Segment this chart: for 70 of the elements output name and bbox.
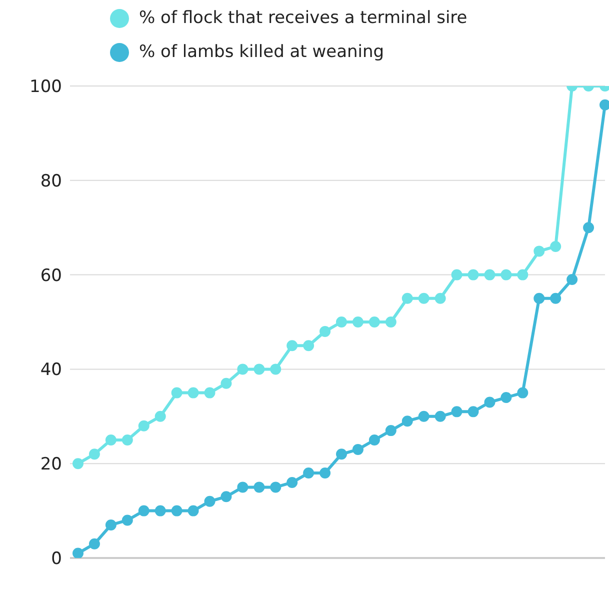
y-tick-label: 20 xyxy=(40,454,62,475)
point xyxy=(303,468,314,479)
point xyxy=(434,292,446,304)
point xyxy=(188,505,199,516)
point xyxy=(550,292,562,304)
point xyxy=(72,548,84,558)
point xyxy=(402,416,413,427)
point xyxy=(220,378,232,389)
point xyxy=(402,292,413,304)
point xyxy=(500,269,512,280)
point xyxy=(385,316,396,328)
point xyxy=(270,364,282,375)
point xyxy=(237,482,248,493)
point xyxy=(138,420,150,432)
legend-label: % of lambs killed at weaning xyxy=(139,42,384,62)
y-tick-label: 60 xyxy=(40,266,62,286)
point xyxy=(122,434,133,446)
point xyxy=(500,392,512,404)
point xyxy=(484,269,496,280)
point xyxy=(468,269,479,280)
point xyxy=(188,387,199,398)
point xyxy=(270,482,282,493)
point xyxy=(451,406,462,418)
point xyxy=(237,364,248,375)
y-tick-label: 80 xyxy=(40,171,62,192)
point xyxy=(88,538,100,550)
point xyxy=(566,274,578,286)
point xyxy=(320,468,331,479)
point xyxy=(468,406,479,418)
point xyxy=(336,448,347,460)
point xyxy=(336,316,347,328)
legend-label: % of flock that receives a terminal sire xyxy=(139,8,468,28)
point xyxy=(534,292,545,304)
point xyxy=(583,222,594,234)
y-tick-label: 100 xyxy=(30,77,62,98)
y-tick-label: 40 xyxy=(40,360,62,380)
point xyxy=(138,505,150,516)
point xyxy=(286,476,298,488)
point xyxy=(154,410,166,422)
point xyxy=(352,444,364,455)
point xyxy=(385,425,396,436)
point xyxy=(550,240,562,252)
point xyxy=(320,326,331,337)
point xyxy=(171,505,182,516)
point xyxy=(105,434,116,446)
point xyxy=(368,434,380,446)
point xyxy=(303,340,314,352)
point xyxy=(122,514,133,526)
point xyxy=(418,292,430,304)
point xyxy=(220,491,232,502)
y-tick-label: 0 xyxy=(51,549,62,570)
point xyxy=(434,410,446,422)
point xyxy=(484,396,496,408)
point xyxy=(254,482,265,493)
point xyxy=(72,458,84,470)
point xyxy=(254,364,265,375)
point xyxy=(154,505,166,516)
point xyxy=(418,410,430,422)
point xyxy=(171,387,182,398)
point xyxy=(517,387,528,398)
point xyxy=(534,246,545,257)
point xyxy=(368,316,380,328)
point xyxy=(451,269,462,280)
point xyxy=(105,519,116,530)
point xyxy=(204,387,216,398)
point xyxy=(352,316,364,328)
point xyxy=(517,269,528,280)
point xyxy=(88,448,100,460)
point xyxy=(286,340,298,352)
point xyxy=(204,496,216,507)
